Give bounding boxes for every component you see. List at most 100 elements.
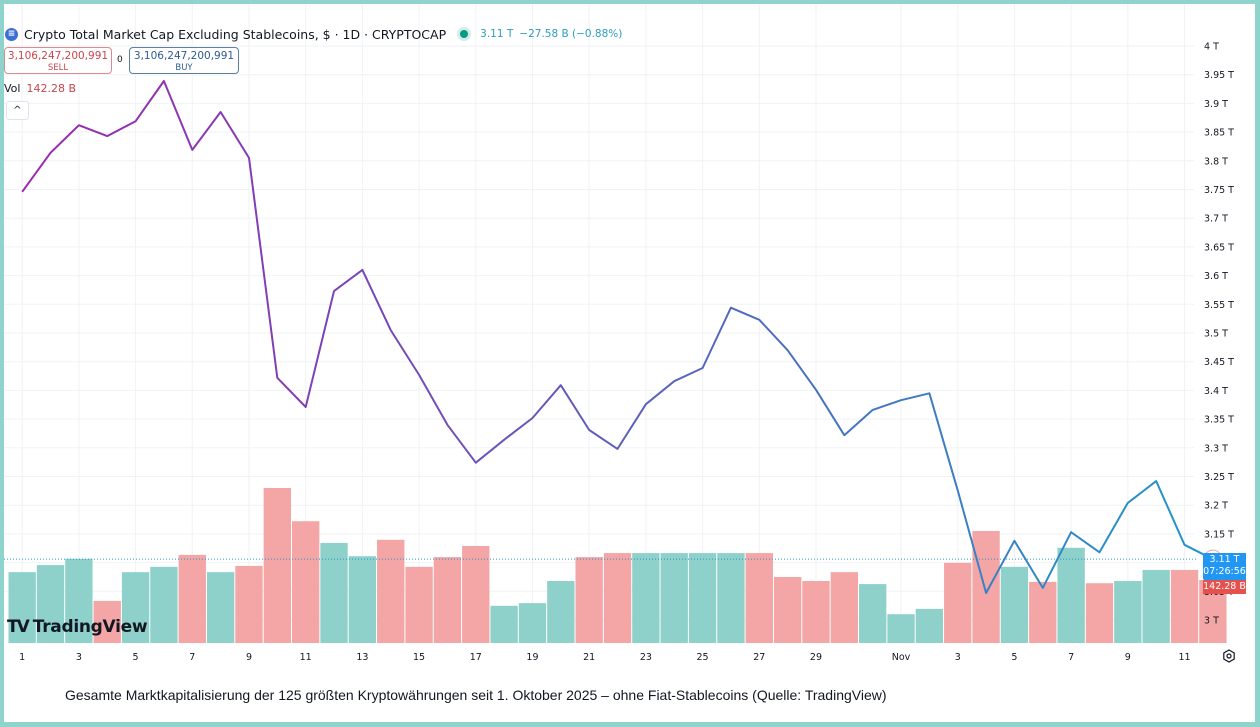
volume-bar bbox=[547, 580, 575, 643]
y-axis[interactable]: 3 T3.05 T3.1 T3.15 T3.2 T3.25 T3.3 T3.35… bbox=[1204, 42, 1234, 627]
volume-bar bbox=[1142, 569, 1170, 643]
tradingview-mark-icon: TV bbox=[7, 617, 30, 637]
last-volume-tag: 142.28 B bbox=[1203, 580, 1246, 594]
last-price-tag-value: 3.11 T bbox=[1209, 554, 1240, 565]
volume-bar bbox=[65, 558, 93, 643]
volume-bar bbox=[773, 577, 802, 643]
volume-bar bbox=[972, 530, 1000, 643]
bar-countdown: 07:26:56 bbox=[1203, 566, 1246, 577]
symbol-legend: ≡ Crypto Total Market Cap Excluding Stab… bbox=[4, 25, 622, 43]
volume-bar bbox=[1085, 583, 1114, 643]
y-tick-label: 3.15 T bbox=[1204, 529, 1234, 540]
last-price-tag: 3.11 T 07:26:56 bbox=[1203, 553, 1246, 580]
volume-bar bbox=[575, 557, 603, 643]
volume-bar bbox=[348, 556, 377, 643]
volume-bar bbox=[944, 562, 972, 643]
y-tick-label: 3.75 T bbox=[1204, 185, 1234, 196]
y-tick-label: 3 T bbox=[1204, 616, 1219, 627]
sell-button[interactable]: 3,106,247,200,991 SELL bbox=[4, 47, 112, 74]
volume-bar bbox=[660, 553, 688, 643]
spread-value: 0 bbox=[117, 55, 123, 65]
x-tick-label: 5 bbox=[1011, 652, 1017, 663]
x-tick-label: 3 bbox=[955, 652, 961, 663]
y-tick-label: 3.65 T bbox=[1204, 242, 1234, 253]
y-tick-label: 3.4 T bbox=[1204, 386, 1228, 397]
volume-bar bbox=[36, 565, 65, 643]
figure-caption: Gesamte Marktkapitalisierung der 125 grö… bbox=[65, 687, 887, 703]
cryptocap-logo-icon: ≡ bbox=[5, 27, 18, 41]
volume-bar bbox=[8, 572, 36, 643]
volume-bar bbox=[377, 539, 405, 643]
x-tick-label: 17 bbox=[470, 652, 482, 663]
tradingview-logo-text: TradingView bbox=[32, 617, 148, 637]
y-tick-label: 3.35 T bbox=[1204, 415, 1234, 426]
volume-bar bbox=[802, 580, 830, 643]
x-tick-label: 29 bbox=[810, 652, 822, 663]
grid-lines bbox=[4, 4, 1194, 643]
x-tick-label: 11 bbox=[300, 652, 312, 663]
sell-label: SELL bbox=[47, 63, 69, 73]
volume-bar bbox=[603, 553, 632, 643]
change-value: −27.58 B (−0.88%) bbox=[519, 28, 623, 40]
x-tick-label: 27 bbox=[753, 652, 765, 663]
x-tick-label: 11 bbox=[1178, 652, 1190, 663]
y-tick-label: 3.55 T bbox=[1204, 300, 1234, 311]
y-tick-label: 3.45 T bbox=[1204, 357, 1234, 368]
buy-button[interactable]: 3,106,247,200,991 BUY bbox=[129, 47, 239, 74]
sell-price: 3,106,247,200,991 bbox=[7, 50, 109, 62]
chevron-up-icon: ^ bbox=[13, 105, 22, 116]
x-tick-label: 19 bbox=[526, 652, 538, 663]
volume-bar bbox=[887, 614, 915, 643]
y-tick-label: 3.85 T bbox=[1204, 128, 1234, 139]
buy-price: 3,106,247,200,991 bbox=[133, 50, 235, 62]
x-tick-label: 9 bbox=[246, 652, 252, 663]
y-tick-label: 4 T bbox=[1204, 42, 1219, 53]
x-tick-label: 3 bbox=[76, 652, 82, 663]
volume-bar bbox=[745, 553, 773, 643]
volume-bar bbox=[93, 600, 121, 643]
collapse-legend-button[interactable]: ^ bbox=[6, 101, 29, 120]
volume-bar bbox=[518, 603, 547, 643]
price-line bbox=[21, 80, 1214, 594]
x-tick-label: 7 bbox=[1068, 652, 1074, 663]
volume-bar bbox=[206, 572, 235, 643]
volume-bar bbox=[263, 487, 291, 643]
tradingview-logo[interactable]: TV TradingView bbox=[7, 617, 148, 637]
volume-bar bbox=[320, 542, 348, 643]
x-tick-label: 23 bbox=[640, 652, 652, 663]
volume-bar bbox=[1114, 580, 1142, 643]
volume-bar bbox=[405, 566, 433, 643]
buy-label: BUY bbox=[175, 63, 193, 73]
volume-bar bbox=[1057, 547, 1085, 643]
y-tick-label: 3.2 T bbox=[1204, 501, 1228, 512]
volume-bar bbox=[121, 572, 150, 643]
volume-value: 142.28 B bbox=[26, 82, 77, 95]
volume-bar bbox=[1000, 566, 1029, 643]
x-tick-label: 5 bbox=[133, 652, 139, 663]
chart-canvas[interactable]: 3 T3.05 T3.1 T3.15 T3.2 T3.25 T3.3 T3.35… bbox=[4, 4, 1255, 722]
x-tick-label: 25 bbox=[697, 652, 709, 663]
y-tick-label: 3.95 T bbox=[1204, 70, 1234, 81]
symbol-title[interactable]: Crypto Total Market Cap Excluding Stable… bbox=[24, 26, 447, 42]
volume-bar bbox=[292, 521, 320, 643]
volume-bar bbox=[235, 565, 263, 643]
y-tick-label: 3.6 T bbox=[1204, 271, 1228, 282]
volume-legend[interactable]: Vol 142.28 B bbox=[4, 82, 76, 95]
x-tick-label: 15 bbox=[413, 652, 425, 663]
volume-bars bbox=[8, 487, 1227, 643]
settings-icon[interactable] bbox=[1222, 649, 1236, 663]
market-open-dot-icon bbox=[460, 30, 469, 38]
volume-bar bbox=[717, 553, 745, 643]
volume-bar bbox=[490, 605, 518, 643]
volume-bar bbox=[859, 584, 887, 643]
last-value: 3.11 T bbox=[480, 28, 514, 40]
volume-bar bbox=[1029, 581, 1057, 643]
y-tick-label: 3.9 T bbox=[1204, 99, 1228, 110]
y-tick-label: 3.3 T bbox=[1204, 443, 1228, 454]
x-tick-label: 9 bbox=[1125, 652, 1131, 663]
volume-label: Vol bbox=[4, 82, 21, 95]
x-axis[interactable]: 1 3 5 7 9 11 13 15 17 19 21 23 25 27 29 Nov 3 5 7 9 11 bbox=[19, 652, 1190, 663]
chart-frame: 3 T3.05 T3.1 T3.15 T3.2 T3.25 T3.3 T3.35… bbox=[4, 4, 1255, 722]
volume-bar bbox=[178, 554, 206, 643]
volume-bar bbox=[1170, 569, 1199, 643]
